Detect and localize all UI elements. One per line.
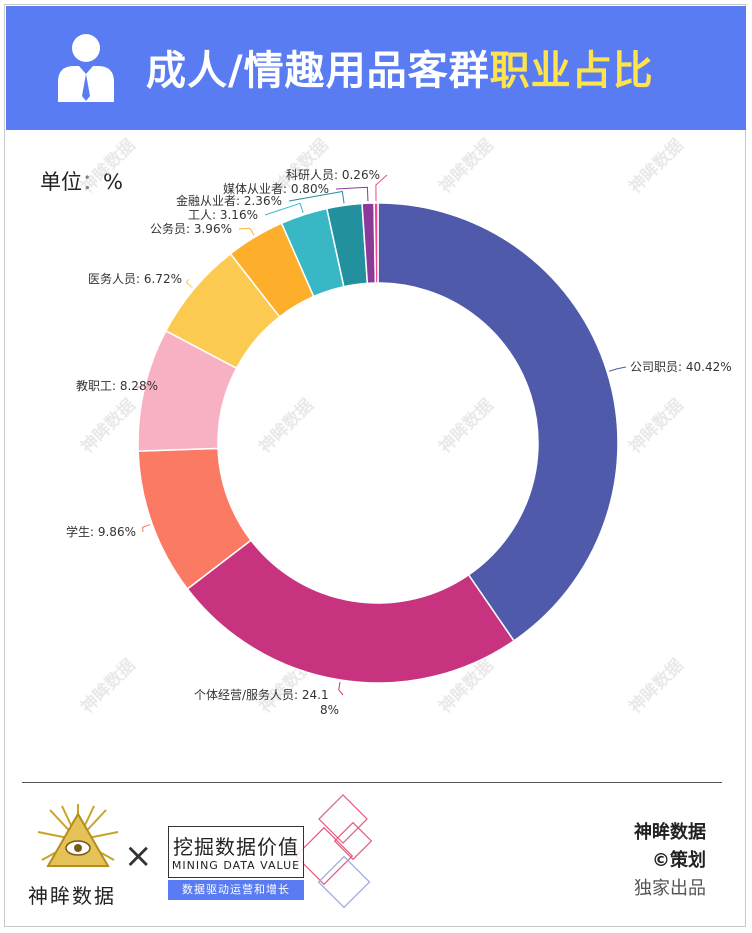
title-highlight: 职业占比 [489,48,654,94]
segment-label: 公司职员: 40.42% [630,360,732,374]
unit-label: 单位：% [40,170,123,194]
footer-divider [22,782,722,783]
segment-label: 科研人员: 0.26% [286,168,380,182]
watermark-text: 神眸数据 [77,135,140,198]
watermark-text: 神眸数据 [625,655,688,718]
leader-line [238,227,255,236]
leader-line [185,278,193,288]
credit-line-3: 独家出品 [634,878,706,899]
segment-label: 工人: 3.16% [188,208,258,222]
watermark-text: 神眸数据 [77,395,140,458]
watermark-text: 神眸数据 [625,135,688,198]
segments-layer [137,202,619,684]
leader-line [338,681,344,696]
credit-line-2: ©策划 [652,850,706,871]
watermark-text: 神眸数据 [435,395,498,458]
header-banner: 成人/情趣用品客群职业占比 [6,6,746,130]
user-icon [58,34,114,102]
watermark-text: 神眸数据 [625,395,688,458]
donut-segment [373,202,379,284]
title-main: 成人/情趣用品客群 [146,48,490,94]
segment-label: 公务员: 3.96% [150,221,232,236]
segment-label: 学生: 9.86% [66,524,136,539]
leader-line [264,202,304,216]
watermark-text: 神眸数据 [255,395,318,458]
leader-line [134,385,166,390]
leader-line [335,186,369,202]
credit-line-1: 神眸数据 [634,822,706,843]
segment-label: 医务人员: 6.72% [88,271,182,286]
segment-label: 个体经营/服务人员: 24.1 [194,687,329,702]
page-frame [4,4,746,927]
page-title: 成人/情趣用品客群职业占比 [146,36,654,106]
diamond-decoration-icon [296,794,373,909]
segment-label: 媒体从业者: 0.80% [223,182,329,196]
watermark-text: 神眸数据 [435,135,498,198]
segment-label: 教职工: 8.28% [76,378,158,393]
brand-name: 神眸数据 [28,884,116,908]
md-tagline: 数据驱动运营和增长 [168,880,304,900]
donut-segment [186,539,515,684]
segment-label-overflow: 8% [320,703,339,717]
donut-segment [377,202,619,642]
leader-line [608,366,627,372]
mining-data-value-logo: 挖掘数据价值 MINING DATA VALUE [168,826,304,878]
md-title-en: MINING DATA VALUE [171,859,301,872]
md-title-cn: 挖掘数据价值 [173,835,299,859]
watermark-text: 神眸数据 [77,655,140,718]
leader-line [288,190,345,204]
leader-line [142,524,151,533]
brand-logo-icon [37,804,119,867]
times-icon: × [124,836,153,876]
labels-layer: 公司职员: 40.42% 个体经营/服务人员: 24.18% 学生: 9.86% 教职… [66,168,732,717]
segment-label: 金融从业者: 2.36% [176,193,282,208]
leader-line [375,174,388,202]
